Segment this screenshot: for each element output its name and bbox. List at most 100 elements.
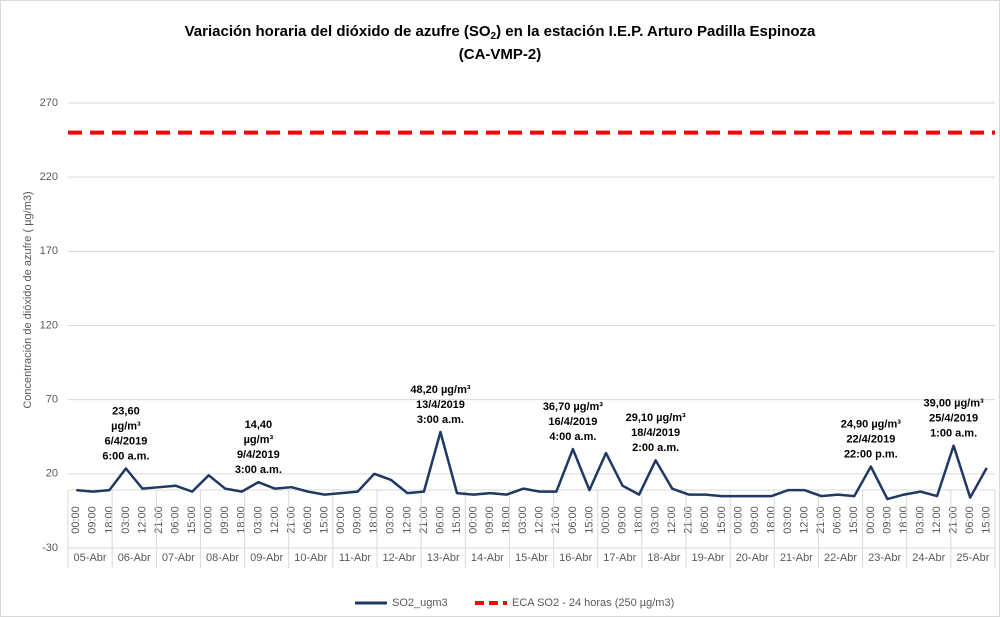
chart-title: Variación horaria del dióxido de azufre … [185, 23, 816, 42]
day-label: 19-Abr [692, 552, 725, 564]
day-label: 10-Abr [294, 552, 327, 564]
annotation: 4:00 a.m. [549, 431, 596, 443]
annotation: 22:00 p.m. [844, 448, 898, 460]
day-label: 25-Abr [956, 552, 989, 564]
annotation: 3:00 a.m. [417, 414, 464, 426]
x-tick-label: 21:00 [550, 506, 562, 534]
day-label: 08-Abr [206, 552, 239, 564]
day-label: 24-Abr [912, 552, 945, 564]
y-tick-label: 20 [46, 468, 58, 480]
y-tick-label: 220 [40, 171, 58, 183]
x-tick-label: 00:00 [70, 506, 82, 534]
x-tick-label: 06:00 [302, 506, 314, 534]
annotation: 23,60 [112, 405, 140, 417]
x-tick-label: 21:00 [948, 506, 960, 534]
x-tick-label: 21:00 [683, 506, 695, 534]
x-tick-label: 18:00 [898, 506, 910, 534]
x-tick-label: 21:00 [285, 506, 297, 534]
x-tick-label: 18:00 [368, 506, 380, 534]
annotation: 16/4/2019 [548, 416, 597, 428]
day-label: 23-Abr [868, 552, 901, 564]
series-line [76, 430, 988, 501]
x-tick-label: 18:00 [236, 506, 248, 534]
x-tick-label: 03:00 [782, 506, 794, 534]
day-label: 05-Abr [74, 552, 107, 564]
annotation: µg/m³ [111, 420, 141, 432]
day-label: 13-Abr [427, 552, 460, 564]
x-tick-label: 06:00 [434, 506, 446, 534]
x-tick-label: 09:00 [219, 506, 231, 534]
x-tick-label: 00:00 [600, 506, 612, 534]
day-label: 14-Abr [471, 552, 504, 564]
x-tick-label: 09:00 [484, 506, 496, 534]
y-tick-label: -30 [42, 542, 58, 554]
day-label: 22-Abr [824, 552, 857, 564]
legend-label: SO2_ugm3 [392, 597, 448, 609]
legend-label: ECA SO2 - 24 horas (250 µg/m3) [512, 597, 674, 609]
x-tick-label: 12:00 [401, 506, 413, 534]
y-tick-label: 270 [40, 97, 58, 109]
x-tick-label: 15:00 [583, 506, 595, 534]
x-tick-label: 12:00 [534, 506, 546, 534]
x-tick-label: 12:00 [666, 506, 678, 534]
x-tick-label: 03:00 [252, 506, 264, 534]
day-label: 15-Abr [515, 552, 548, 564]
day-label: 11-Abr [339, 552, 372, 564]
annotation: 48,20 µg/m³ [410, 384, 470, 396]
annotation: 9/4/2019 [237, 449, 280, 461]
annotation: 22/4/2019 [846, 433, 895, 445]
x-tick-label: 06:00 [170, 506, 182, 534]
day-label: 21-Abr [780, 552, 813, 564]
x-tick-label: 03:00 [385, 506, 397, 534]
y-tick-label: 170 [40, 245, 58, 257]
x-tick-label: 09:00 [881, 506, 893, 534]
annotation: 1:00 a.m. [930, 428, 977, 440]
x-tick-label: 00:00 [732, 506, 744, 534]
x-tick-label: 03:00 [517, 506, 529, 534]
x-tick-label: 09:00 [616, 506, 628, 534]
x-tick-label: 15:00 [318, 506, 330, 534]
x-tick-label: 18:00 [103, 506, 115, 534]
x-tick-label: 12:00 [799, 506, 811, 534]
x-tick-label: 00:00 [467, 506, 479, 534]
annotation: 3:00 a.m. [235, 464, 282, 476]
x-tick-label: 12:00 [136, 506, 148, 534]
day-label: 20-Abr [736, 552, 769, 564]
x-tick-label: 18:00 [765, 506, 777, 534]
x-tick-label: 18:00 [501, 506, 513, 534]
x-tick-label: 18:00 [633, 506, 645, 534]
annotation: 24,90 µg/m³ [841, 418, 901, 430]
x-tick-label: 21:00 [153, 506, 165, 534]
x-tick-label: 15:00 [451, 506, 463, 534]
x-tick-label: 03:00 [120, 506, 132, 534]
day-label: 12-Abr [383, 552, 416, 564]
annotation: 36,70 µg/m³ [543, 401, 603, 413]
y-axis-label: Concentración de dióxido de azufre ( µg/… [22, 191, 34, 408]
x-tick-label: 03:00 [914, 506, 926, 534]
x-tick-label: 12:00 [931, 506, 943, 534]
x-tick-label: 09:00 [87, 506, 99, 534]
annotation: 2:00 a.m. [632, 442, 679, 454]
x-tick-label: 09:00 [749, 506, 761, 534]
y-tick-label: 70 [46, 394, 58, 406]
x-tick-label: 03:00 [650, 506, 662, 534]
x-tick-label: 15:00 [981, 506, 993, 534]
x-tick-label: 00:00 [865, 506, 877, 534]
annotation: µg/m³ [244, 434, 274, 446]
day-label: 16-Abr [559, 552, 592, 564]
annotation: 13/4/2019 [416, 399, 465, 411]
annotation: 6:00 a.m. [102, 450, 149, 462]
x-tick-label: 06:00 [567, 506, 579, 534]
annotation: 18/4/2019 [631, 427, 680, 439]
x-tick-label: 15:00 [716, 506, 728, 534]
x-tick-label: 15:00 [848, 506, 860, 534]
annotation: 39,00 µg/m³ [924, 398, 984, 410]
day-label: 18-Abr [647, 552, 680, 564]
x-tick-label: 00:00 [203, 506, 215, 534]
x-tick-label: 21:00 [815, 506, 827, 534]
x-tick-label: 15:00 [186, 506, 198, 534]
day-label: 06-Abr [118, 552, 151, 564]
annotation: 29,10 µg/m³ [626, 412, 686, 424]
y-tick-label: 120 [40, 319, 58, 331]
